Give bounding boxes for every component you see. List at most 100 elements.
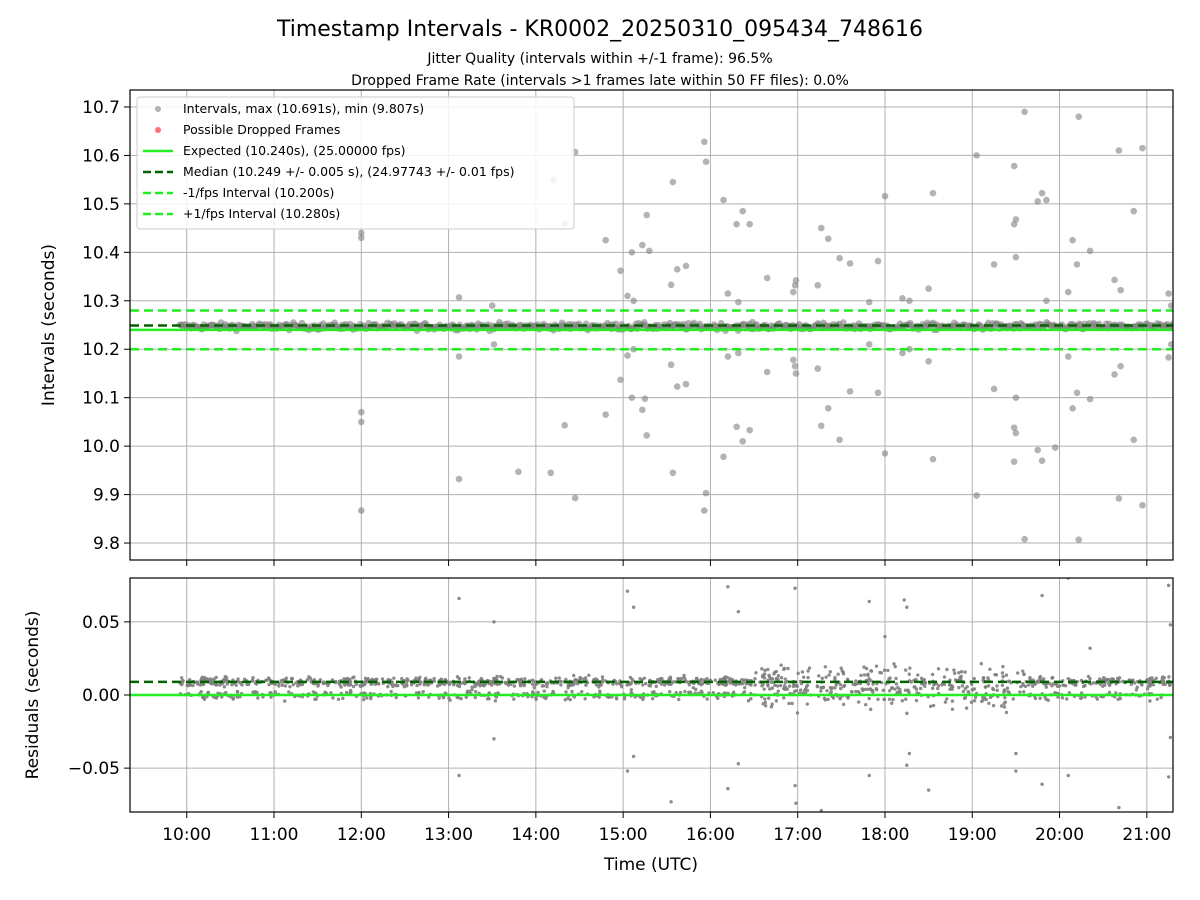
- residual-point: [191, 683, 195, 688]
- residuals-outlier-point: [883, 634, 887, 639]
- residual-point: [737, 682, 741, 686]
- residual-point: [889, 686, 894, 691]
- intervals-outlier-point: [1117, 286, 1124, 294]
- intervals-outlier-point: [899, 349, 906, 357]
- intervals-outlier-point: [817, 224, 825, 232]
- residuals-outlier-point: [625, 769, 630, 773]
- intervals-outlier-point: [1021, 108, 1028, 116]
- intervals-outlier-point: [874, 389, 882, 397]
- xtick-label: 20:00: [1035, 825, 1084, 845]
- residual-point: [833, 686, 837, 690]
- residual-point: [572, 673, 576, 678]
- residual-point: [988, 667, 992, 671]
- residual-point: [683, 689, 687, 694]
- residual-point: [1145, 687, 1150, 691]
- residuals-outlier-point: [1066, 773, 1070, 778]
- residual-point: [1091, 681, 1096, 685]
- residual-point: [782, 696, 786, 700]
- residual-point: [622, 697, 627, 701]
- residual-point: [406, 678, 410, 683]
- residual-point: [950, 699, 955, 703]
- residual-point: [473, 695, 477, 700]
- intervals-outlier-point: [925, 285, 932, 292]
- residual-point: [881, 688, 885, 693]
- residual-point: [845, 677, 850, 682]
- residual-point: [1079, 695, 1084, 700]
- residual-point: [409, 682, 414, 687]
- intervals-outlier-point: [1130, 436, 1138, 444]
- residual-point: [1028, 676, 1032, 681]
- residual-point: [256, 696, 260, 700]
- residual-point: [544, 696, 548, 701]
- xtick-label: 19:00: [948, 825, 997, 845]
- residual-point: [760, 684, 764, 688]
- residual-point: [518, 684, 523, 688]
- residual-point: [1154, 676, 1158, 680]
- xtick-label: 15:00: [599, 825, 648, 845]
- intervals-outlier-point: [646, 247, 653, 255]
- residual-point: [305, 677, 310, 682]
- intervals-outlier-point: [1115, 147, 1123, 154]
- residual-point: [969, 700, 974, 704]
- residual-point: [396, 683, 400, 688]
- intervals-outlier-point: [746, 426, 753, 434]
- intervals-outlier-point: [733, 423, 740, 431]
- residual-point: [314, 697, 318, 701]
- residual-point: [1002, 705, 1007, 709]
- residual-point: [856, 700, 861, 704]
- residual-point: [464, 695, 468, 699]
- residual-point: [882, 668, 887, 672]
- residual-point: [466, 689, 470, 693]
- residual-point: [879, 671, 884, 675]
- intervals-outlier-point: [682, 262, 690, 270]
- residual-point: [763, 697, 767, 701]
- residual-point: [869, 688, 873, 692]
- intervals-outlier-point: [624, 292, 631, 300]
- residual-point: [201, 682, 205, 687]
- residual-point: [505, 680, 509, 685]
- intervals-outlier-point: [617, 267, 624, 275]
- residual-point: [641, 683, 645, 687]
- residuals-outlier-point: [1014, 769, 1018, 773]
- residual-point: [1046, 698, 1051, 702]
- residual-point: [778, 683, 783, 688]
- residual-point: [981, 675, 986, 680]
- intervals-outlier-point: [846, 260, 854, 267]
- residual-point: [672, 680, 677, 684]
- intervals-outlier-point: [641, 395, 649, 402]
- intervals-outlier-point: [669, 178, 677, 186]
- intervals-ytick-label: 9.8: [93, 534, 120, 554]
- residual-point: [886, 668, 890, 673]
- residual-point: [287, 690, 291, 694]
- residual-point: [667, 690, 672, 694]
- intervals-outlier-point: [1038, 457, 1046, 464]
- intervals-outlier-point: [735, 349, 742, 357]
- intervals-ytick-label: 10.2: [82, 340, 120, 360]
- time-xlabel: Time (UTC): [603, 855, 698, 875]
- residual-point: [401, 682, 405, 686]
- residual-point: [936, 684, 941, 688]
- residual-point: [859, 673, 863, 678]
- residual-point: [961, 689, 966, 694]
- residual-point: [770, 686, 775, 690]
- legend-box: [136, 96, 575, 230]
- residual-point: [181, 679, 185, 683]
- residual-point: [761, 702, 765, 706]
- intervals-outlier-point: [792, 370, 800, 377]
- residual-point: [906, 689, 911, 693]
- intervals-outlier-point: [836, 436, 843, 444]
- residual-point: [427, 695, 431, 699]
- xtick-label: 14:00: [511, 825, 560, 845]
- residual-point: [568, 697, 572, 702]
- residual-point: [972, 698, 977, 703]
- residuals-outlier-point: [457, 596, 461, 601]
- residual-point: [1001, 664, 1005, 669]
- residual-point: [894, 676, 898, 681]
- residual-point: [677, 697, 681, 702]
- residual-point: [711, 690, 715, 695]
- residual-point: [280, 683, 285, 688]
- residual-point: [775, 684, 780, 688]
- residual-point: [831, 696, 836, 700]
- residual-point: [1015, 671, 1020, 675]
- residual-point: [316, 684, 320, 688]
